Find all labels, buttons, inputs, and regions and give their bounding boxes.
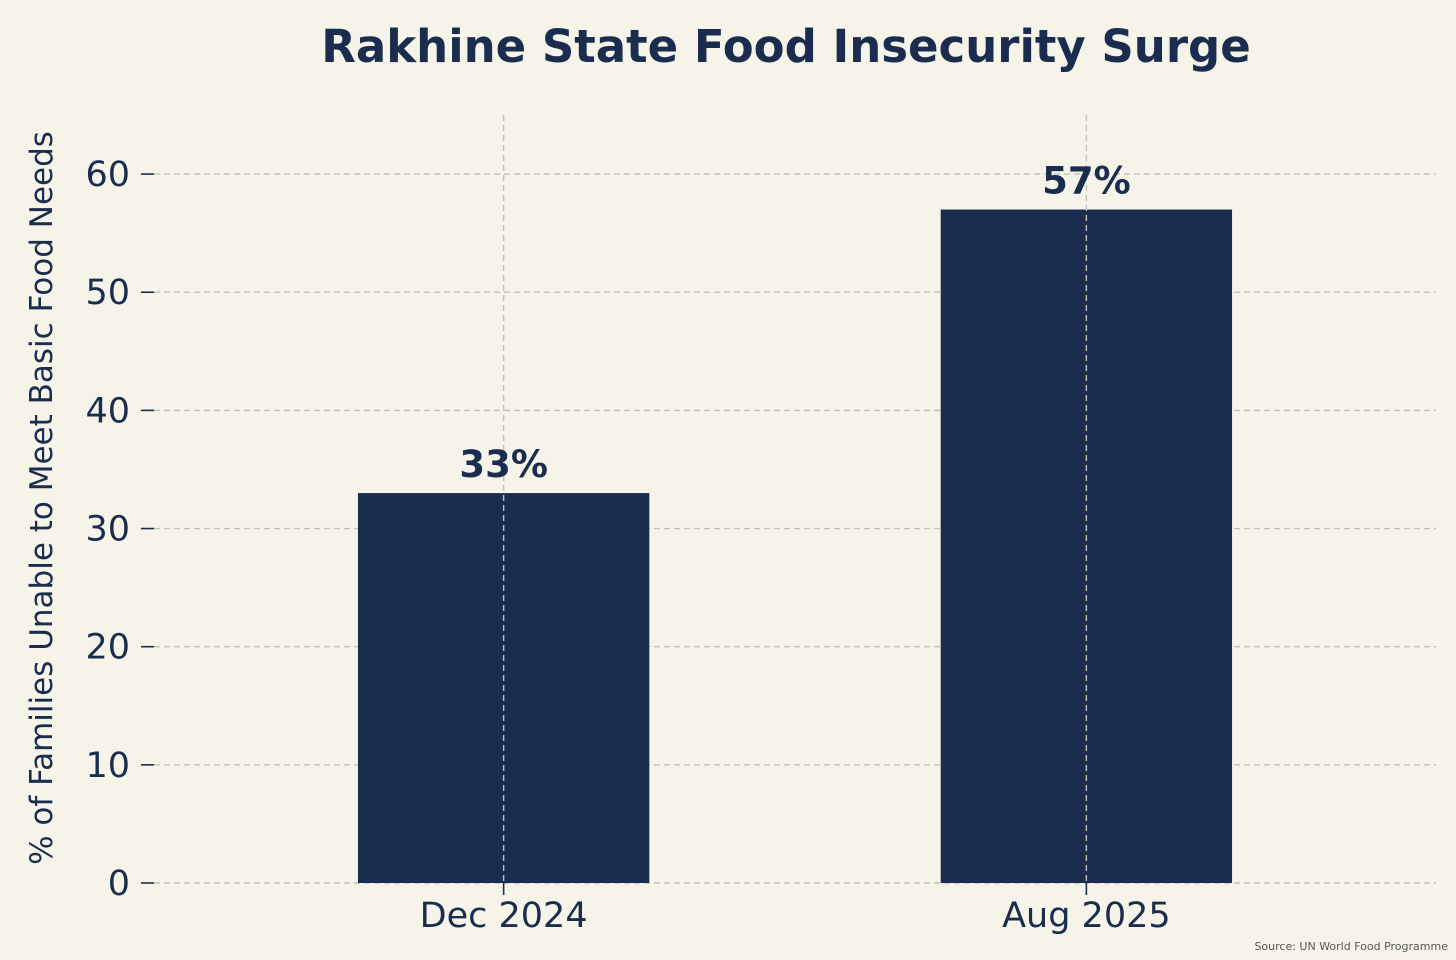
grid-layer	[154, 173, 1436, 884]
y-tick-label: 40	[85, 391, 130, 431]
y-axis-label: % of Families Unable to Meet Basic Food …	[24, 131, 60, 865]
axis-layer: 0 10 20 30 40 50 60 Dec 2024 Aug 2025	[85, 155, 1170, 936]
y-tick-label: 60	[85, 155, 130, 195]
x-tick-label: Aug 2025	[1002, 896, 1171, 936]
vertical-grid-layer	[502, 115, 1088, 883]
data-label: 33%	[459, 443, 548, 486]
y-tick-label: 10	[85, 746, 130, 786]
y-tick-label: 0	[108, 864, 130, 904]
data-label-layer: 33% 57%	[459, 160, 1130, 487]
source-note: Source: UN World Food Programme	[1254, 940, 1448, 953]
x-tick-label: Dec 2024	[420, 896, 588, 936]
bar-layer	[357, 209, 1233, 883]
y-tick-label: 50	[85, 273, 130, 313]
data-label: 57%	[1042, 160, 1131, 203]
y-tick-label: 30	[85, 510, 130, 550]
y-tick-label: 20	[85, 628, 130, 668]
chart-title: Rakhine State Food Insecurity Surge	[321, 20, 1251, 73]
